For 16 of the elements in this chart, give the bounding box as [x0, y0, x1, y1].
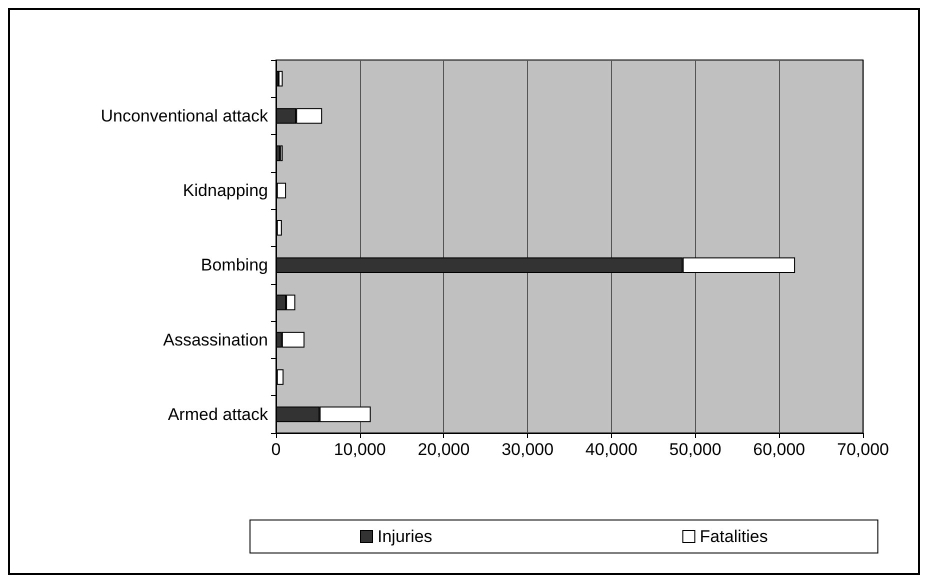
- y-tick-label: Unconventional attack: [100, 106, 268, 126]
- x-tick-label: 60,000: [753, 440, 806, 459]
- x-tick-label: 70,000: [837, 440, 889, 459]
- x-tick-label: 50,000: [669, 440, 722, 459]
- x-tick-label: 10,000: [334, 440, 386, 459]
- x-tick-label: 0: [271, 440, 281, 459]
- x-tick-label: 20,000: [418, 440, 470, 459]
- legend-label: Fatalities: [700, 527, 768, 546]
- y-tick-label: Bombing: [200, 256, 268, 275]
- y-tick-label: Assassination: [163, 330, 268, 350]
- legend-label: Injuries: [378, 527, 432, 546]
- y-tick-label: Armed attack: [168, 404, 268, 424]
- bar: [278, 70, 283, 86]
- y-tick-label: Kidnapping: [182, 181, 268, 200]
- x-tick-label: 30,000: [502, 440, 554, 459]
- x-tick-label: 40,000: [585, 440, 638, 459]
